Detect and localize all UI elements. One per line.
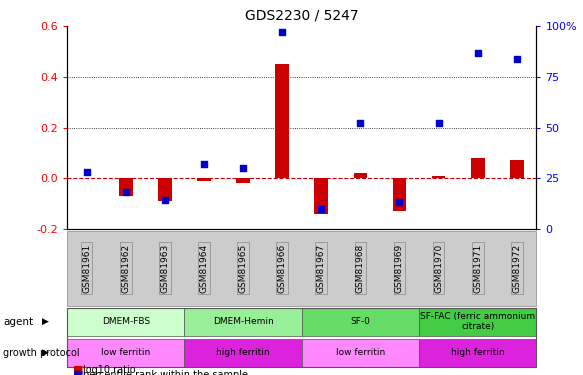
Text: GSM81969: GSM81969 <box>395 243 404 293</box>
Text: DMEM-FBS: DMEM-FBS <box>101 317 150 326</box>
Text: high ferritin: high ferritin <box>451 348 504 357</box>
Text: GSM81971: GSM81971 <box>473 243 482 293</box>
Point <box>434 120 443 126</box>
Point <box>356 120 365 126</box>
Title: GDS2230 / 5247: GDS2230 / 5247 <box>245 8 359 22</box>
Bar <box>119 178 132 196</box>
Bar <box>275 64 289 178</box>
Bar <box>471 158 484 178</box>
Bar <box>432 176 445 178</box>
Point <box>473 50 482 55</box>
Text: GSM81968: GSM81968 <box>356 243 365 293</box>
Text: GSM81972: GSM81972 <box>512 244 521 292</box>
Point <box>278 29 287 35</box>
Point <box>199 161 209 167</box>
Text: agent: agent <box>3 316 33 327</box>
Text: ▶: ▶ <box>42 348 49 357</box>
Text: GSM81961: GSM81961 <box>82 243 91 293</box>
Text: SF-0: SF-0 <box>350 317 370 326</box>
Text: GSM81970: GSM81970 <box>434 243 443 293</box>
Point <box>160 197 170 203</box>
Text: low ferritin: low ferritin <box>336 348 385 357</box>
Text: log10 ratio: log10 ratio <box>83 365 136 375</box>
Text: GSM81967: GSM81967 <box>317 243 326 293</box>
Text: percentile rank within the sample: percentile rank within the sample <box>83 370 248 375</box>
Text: GSM81965: GSM81965 <box>238 243 248 293</box>
Text: ■: ■ <box>73 365 83 375</box>
Bar <box>158 178 171 201</box>
Text: GSM81966: GSM81966 <box>278 243 287 293</box>
Text: ■: ■ <box>73 370 83 375</box>
Point <box>121 189 131 195</box>
Point <box>317 206 326 212</box>
Text: ▶: ▶ <box>42 317 49 326</box>
Point <box>82 169 92 175</box>
Bar <box>314 178 328 214</box>
Point <box>512 56 521 62</box>
Text: DMEM-Hemin: DMEM-Hemin <box>213 317 273 326</box>
Point <box>238 165 248 171</box>
Point <box>395 200 404 206</box>
Bar <box>392 178 406 211</box>
Bar <box>197 178 211 181</box>
Text: GSM81962: GSM81962 <box>121 244 130 292</box>
Bar <box>510 160 524 178</box>
Text: GSM81963: GSM81963 <box>160 243 169 293</box>
Text: growth protocol: growth protocol <box>3 348 79 358</box>
Text: GSM81964: GSM81964 <box>199 244 209 292</box>
Text: high ferritin: high ferritin <box>216 348 270 357</box>
Bar <box>236 178 250 183</box>
Bar <box>353 173 367 178</box>
Text: low ferritin: low ferritin <box>101 348 150 357</box>
Text: SF-FAC (ferric ammonium
citrate): SF-FAC (ferric ammonium citrate) <box>420 312 535 331</box>
